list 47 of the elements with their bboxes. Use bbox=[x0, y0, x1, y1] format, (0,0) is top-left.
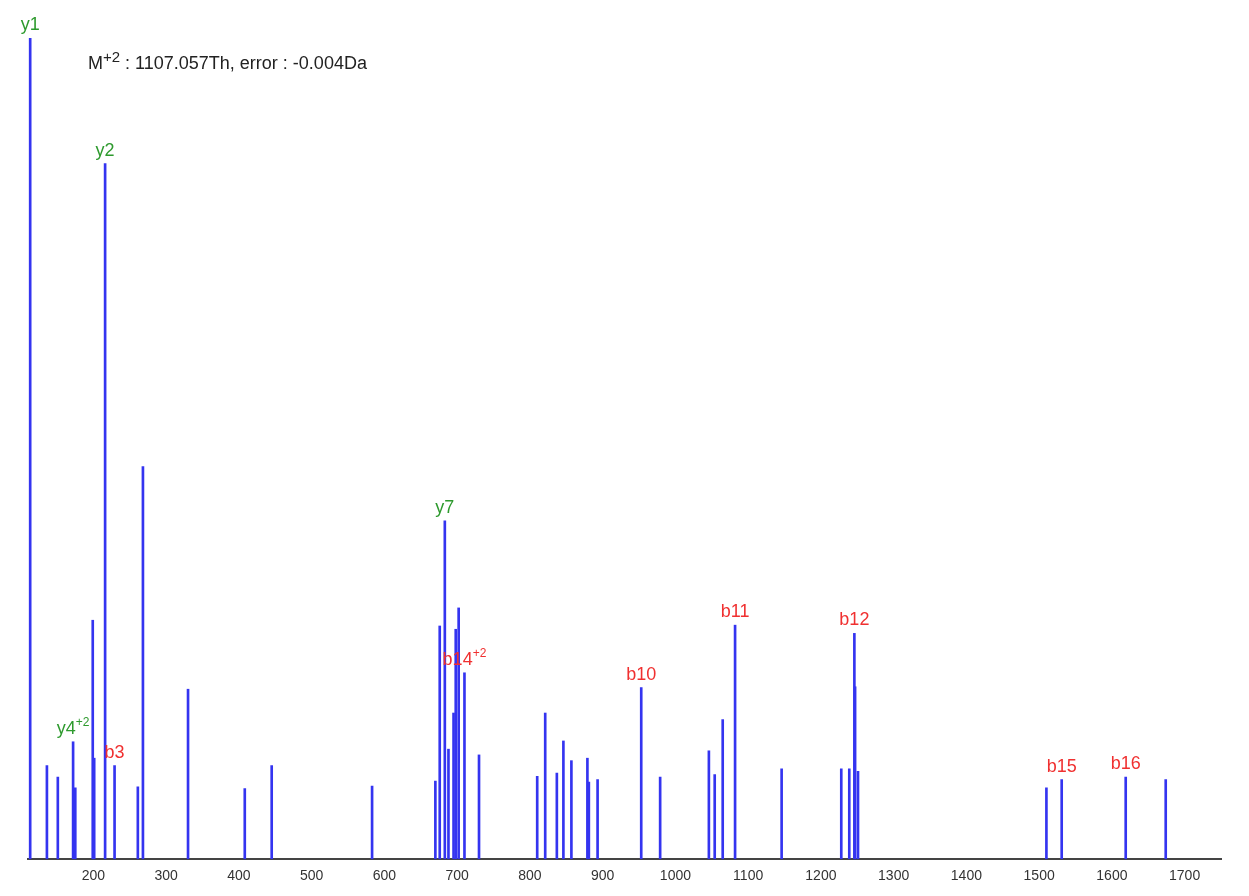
bar bbox=[243, 788, 247, 860]
x-tick-label: 500 bbox=[300, 867, 324, 884]
bar bbox=[570, 760, 573, 860]
bar bbox=[596, 779, 599, 860]
bar bbox=[721, 719, 725, 860]
bar bbox=[839, 768, 843, 860]
bar bbox=[1060, 779, 1064, 860]
annotation: y7 bbox=[435, 496, 455, 517]
bar bbox=[113, 765, 116, 860]
bar bbox=[713, 774, 717, 860]
bar bbox=[1124, 776, 1128, 860]
x-tick-label: 700 bbox=[445, 867, 470, 884]
x-tick-label: 200 bbox=[81, 867, 106, 884]
x-tick-label: 1300 bbox=[878, 867, 910, 884]
x-tick-label: 600 bbox=[372, 867, 397, 884]
bar bbox=[1045, 787, 1048, 860]
x-tick-label: 400 bbox=[227, 867, 251, 884]
bar bbox=[639, 687, 643, 860]
x-tick-label: 1100 bbox=[733, 867, 764, 884]
x-tick-label: 900 bbox=[591, 867, 615, 884]
x-tick-label: 1600 bbox=[1096, 867, 1128, 884]
bar bbox=[28, 38, 32, 860]
x-tick-label: 1000 bbox=[659, 867, 692, 884]
x-tick-label: 800 bbox=[518, 867, 542, 884]
annotation: y2 bbox=[95, 139, 115, 160]
annotation: b10 bbox=[626, 663, 657, 684]
annotation: b12 bbox=[839, 609, 870, 630]
annotation: b15 bbox=[1046, 755, 1077, 776]
bar bbox=[562, 740, 565, 860]
bar bbox=[543, 712, 547, 860]
x-tick-label: 1200 bbox=[805, 867, 837, 884]
annotation: M$^{+2}$ : 1107.057Th, error : -0.004Da bbox=[88, 48, 367, 74]
annotation: b11 bbox=[720, 601, 750, 622]
bar bbox=[780, 768, 783, 860]
x-tick-label: 1700 bbox=[1169, 867, 1201, 884]
annotation: b16 bbox=[1110, 753, 1141, 774]
x-tick-label: 1400 bbox=[950, 867, 983, 884]
bar bbox=[270, 765, 274, 860]
bar bbox=[1164, 779, 1168, 860]
bar bbox=[463, 672, 466, 860]
bar bbox=[847, 768, 851, 860]
annotation: y1 bbox=[20, 14, 40, 34]
bar bbox=[438, 625, 442, 860]
bar bbox=[56, 776, 60, 860]
x-tick-label: 1500 bbox=[1023, 867, 1055, 884]
bar bbox=[535, 775, 539, 860]
x-tick-label: 300 bbox=[154, 867, 179, 884]
